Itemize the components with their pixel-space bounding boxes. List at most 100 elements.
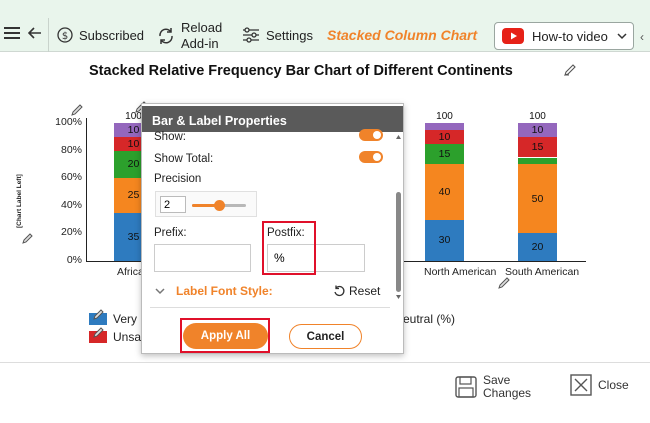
reset-button[interactable]: Reset [333,284,380,298]
prefix-label: Prefix: [154,227,187,239]
reload-icon [159,28,173,44]
bar-data-label: 30 [438,234,451,247]
y-tick-label: 20% [60,226,82,239]
reload-addin-button[interactable]: Reload Add-in [157,20,222,52]
y-tick-label: 40% [60,198,82,211]
apply-all-button[interactable]: Apply All [183,323,268,349]
legend-swatch-red [89,331,107,343]
chart-type-label: Stacked Column Chart [327,27,478,43]
bar-data-label: 10 [438,130,451,143]
bar-data-label: 25 [127,189,140,202]
precision-input[interactable] [160,196,186,213]
bar-segment[interactable]: 20 [518,233,557,261]
label-font-style-toggle[interactable]: Label Font Style: [154,284,273,298]
bar-data-label: 40 [438,185,451,198]
bar-total-label: 100 [436,111,453,122]
floppy-disk-icon [455,376,477,398]
bar-data-label: 15 [531,141,544,154]
show-total-label: Show Total: [154,153,214,165]
edit-axis-pencil-icon[interactable] [70,103,84,117]
edit-legend-pencil-icon[interactable] [93,326,105,338]
bar-label-properties-dialog: Bar & Label Properties Show: Show Total:… [141,103,404,354]
reset-icon [334,285,345,297]
legend-item-2[interactable]: Unsa [89,330,141,344]
category-label-north-american: North American [424,266,497,278]
edit-category-pencil-icon[interactable] [497,276,511,290]
dialog-scroll-thumb[interactable] [396,192,401,292]
bar-data-label: 50 [531,192,544,205]
category-label-south-american: South American [505,266,580,278]
back-arrow-icon[interactable] [28,27,42,39]
reload-label: Reload Add-in [181,20,223,51]
cancel-button[interactable]: Cancel [289,324,362,349]
chevron-down-icon [155,288,165,295]
bar-segment[interactable]: 40 [425,164,464,220]
dollar-circle-icon: $ [57,27,73,43]
youtube-icon [502,28,524,44]
menu-icon[interactable] [4,26,20,40]
save-changes-label: Save Changes [483,373,532,400]
legend-item-neutral[interactable]: eutral (%) [403,312,455,326]
bar-total-label: 100 [125,111,142,122]
postfix-input[interactable] [267,244,365,272]
precision-slider-thumb[interactable] [214,200,225,211]
bar-segment[interactable] [518,157,557,165]
sliders-icon [243,27,259,43]
bar-data-label: 15 [438,148,451,161]
bar-segment[interactable]: 10 [425,129,464,144]
scroll-up-icon[interactable] [395,134,402,140]
close-icon [570,374,592,396]
close-label: Close [598,378,629,392]
bar-segment[interactable]: 10 [518,123,557,137]
y-axis-line [86,118,87,262]
edit-y-label-pencil-icon[interactable] [22,232,34,244]
close-button[interactable]: Close [570,374,629,396]
bar-segment[interactable]: 15 [425,143,464,165]
subscribed-button[interactable]: $ Subscribed [57,27,144,43]
dialog-title: Bar & Label Properties [142,106,403,132]
save-changes-button[interactable]: Save Changes [455,374,531,400]
bar-data-label: 20 [127,158,140,171]
dialog-scrollbar[interactable] [395,134,402,352]
scroll-down-icon[interactable] [395,294,402,300]
category-label-africa: Africa [117,266,144,278]
postfix-label: Postfix: [267,227,305,239]
chevron-down-icon [617,33,627,40]
show-toggle[interactable] [359,129,383,141]
prefix-input[interactable] [154,244,251,272]
show-label: Show: [154,131,186,143]
legend-swatch-blue [89,313,107,325]
bar-data-label: 10 [127,123,140,136]
toolbar-scroll-left-icon[interactable]: ‹ [640,30,644,44]
howto-video-dropdown[interactable]: How-to video [494,22,634,50]
show-total-toggle[interactable] [359,151,383,163]
bar-segment[interactable]: 30 [425,219,464,261]
svg-text:$: $ [62,31,68,42]
y-tick-label: 100% [55,116,82,128]
bar-stack[interactable]: 30 40 15 10 [425,123,464,261]
label-font-style-label: Label Font Style: [176,284,273,298]
reset-label: Reset [349,284,381,298]
edit-legend-pencil-icon[interactable] [93,308,105,320]
bar-segment[interactable]: 50 [518,164,557,234]
settings-button[interactable]: Settings [242,27,313,43]
y-tick-label: 80% [60,143,82,156]
bar-data-label: 35 [127,230,140,243]
toolbar: $ Subscribed Reload Add-in Settings Stack… [0,0,650,52]
bar-stack[interactable]: 20 50 15 10 [518,123,557,261]
y-tick-label: 60% [60,171,82,184]
postfix-highlight-box [262,221,316,275]
precision-slider-fill [192,204,219,207]
howto-label: How-to video [532,28,608,44]
bar-segment[interactable] [425,123,464,130]
legend-item-1[interactable]: Very [89,312,137,326]
settings-label: Settings [266,27,313,43]
edit-title-pencil-icon[interactable] [563,63,577,77]
footer-divider [0,362,650,363]
bar-segment[interactable]: 15 [518,136,557,158]
precision-control [155,191,257,217]
chart-title[interactable]: Stacked Relative Frequency Bar Chart of … [89,63,513,79]
legend-label-neutral: eutral (%) [403,312,456,326]
y-axis-label[interactable]: [Chart Label Left] [16,174,23,228]
